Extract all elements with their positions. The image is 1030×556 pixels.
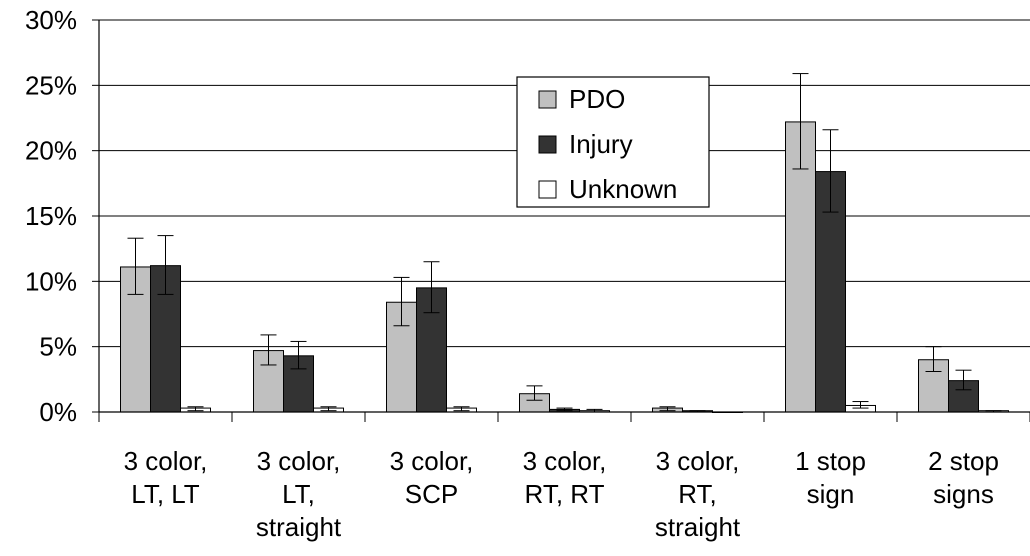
x-category-label: 3 color, (656, 446, 740, 476)
legend-swatch-pdo (538, 90, 557, 109)
axes (92, 19, 1030, 422)
legend-label-unknown: Unknown (569, 174, 677, 204)
legend-swatch-unknown (538, 180, 557, 199)
legend: PDO Injury Unknown (516, 76, 710, 208)
x-category-label: sign (807, 479, 855, 509)
y-tick-label: 0% (39, 397, 77, 427)
x-category-label: LT, (282, 479, 315, 509)
x-category-label: 3 color, (523, 446, 607, 476)
bars (120, 73, 1009, 413)
x-category-label: RT, (678, 479, 717, 509)
legend-label-injury: Injury (569, 129, 633, 159)
y-tick-label: 5% (39, 332, 77, 362)
legend-label-pdo: PDO (569, 84, 625, 114)
y-tick-labels: 0% 5% 10% 15% 20% 25% 30% (25, 5, 77, 427)
x-category-label: 1 stop (795, 446, 866, 476)
x-category-label: 3 color, (124, 446, 208, 476)
x-category-label: SCP (405, 479, 458, 509)
y-tick-label: 20% (25, 136, 77, 166)
legend-swatch-injury (538, 135, 557, 154)
x-category-label: RT, RT (525, 479, 605, 509)
x-category-label: straight (256, 512, 342, 542)
y-tick-label: 30% (25, 5, 77, 35)
x-category-label: 3 color, (257, 446, 341, 476)
x-category-label: signs (933, 479, 994, 509)
x-category-label: 2 stop (928, 446, 999, 476)
y-tick-label: 15% (25, 201, 77, 231)
x-category-label: straight (655, 512, 741, 542)
bar-pdo (785, 121, 816, 413)
y-tick-label: 25% (25, 70, 77, 100)
y-tick-label: 10% (25, 266, 77, 296)
x-category-label: 3 color, (390, 446, 474, 476)
x-category-label: LT, LT (131, 479, 200, 509)
